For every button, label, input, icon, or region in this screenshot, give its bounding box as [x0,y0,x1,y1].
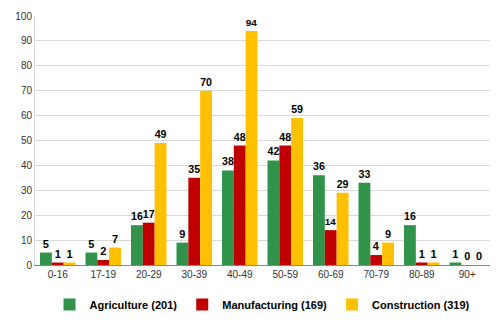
svg-text:49: 49 [155,128,167,140]
svg-text:1: 1 [419,248,425,260]
svg-text:16: 16 [404,210,416,222]
svg-text:20-29: 20-29 [136,269,162,280]
svg-text:30-39: 30-39 [181,269,207,280]
svg-text:90+: 90+ [459,269,476,280]
svg-text:33: 33 [359,168,371,180]
svg-text:Agriculture (201): Agriculture (201) [90,299,178,311]
svg-text:94: 94 [246,17,258,28]
svg-text:Manufacturing (169): Manufacturing (169) [222,299,327,311]
svg-text:5: 5 [43,238,49,250]
svg-text:40-49: 40-49 [227,269,253,280]
svg-text:100: 100 [15,11,32,22]
svg-text:20: 20 [21,210,33,221]
svg-text:17-19: 17-19 [90,269,116,280]
svg-text:48: 48 [279,131,291,143]
svg-text:Construction (319): Construction (319) [372,299,470,311]
svg-text:40: 40 [21,160,33,171]
svg-text:0: 0 [464,250,470,262]
svg-text:50-59: 50-59 [272,269,298,280]
svg-text:5: 5 [88,238,94,250]
svg-text:42: 42 [268,145,280,157]
svg-text:80: 80 [21,60,33,71]
svg-text:90: 90 [21,35,33,46]
svg-text:4: 4 [373,240,380,252]
svg-text:60-69: 60-69 [318,269,344,280]
svg-text:1: 1 [452,248,458,260]
svg-text:59: 59 [291,103,303,115]
svg-text:70: 70 [21,85,33,96]
svg-text:36: 36 [313,160,325,172]
svg-text:16: 16 [131,210,143,222]
svg-text:70-79: 70-79 [363,269,389,280]
svg-text:2: 2 [100,245,106,257]
svg-text:48: 48 [234,131,246,143]
svg-text:1: 1 [431,248,437,260]
svg-text:60: 60 [21,110,33,121]
svg-text:9: 9 [385,228,391,240]
svg-text:0-16: 0-16 [48,269,68,280]
svg-text:10: 10 [21,235,33,246]
svg-text:35: 35 [188,163,200,175]
svg-text:0: 0 [26,260,32,271]
svg-text:7: 7 [112,233,118,245]
svg-text:0: 0 [476,250,482,262]
svg-text:50: 50 [21,135,33,146]
svg-text:80-89: 80-89 [409,269,435,280]
svg-text:17: 17 [143,208,155,220]
svg-text:30: 30 [21,185,33,196]
svg-text:14: 14 [325,216,337,227]
svg-text:70: 70 [200,76,212,88]
svg-text:38: 38 [222,155,234,167]
svg-text:9: 9 [179,228,185,240]
svg-text:1: 1 [55,248,61,260]
svg-text:29: 29 [337,178,349,190]
svg-text:1: 1 [67,248,73,260]
